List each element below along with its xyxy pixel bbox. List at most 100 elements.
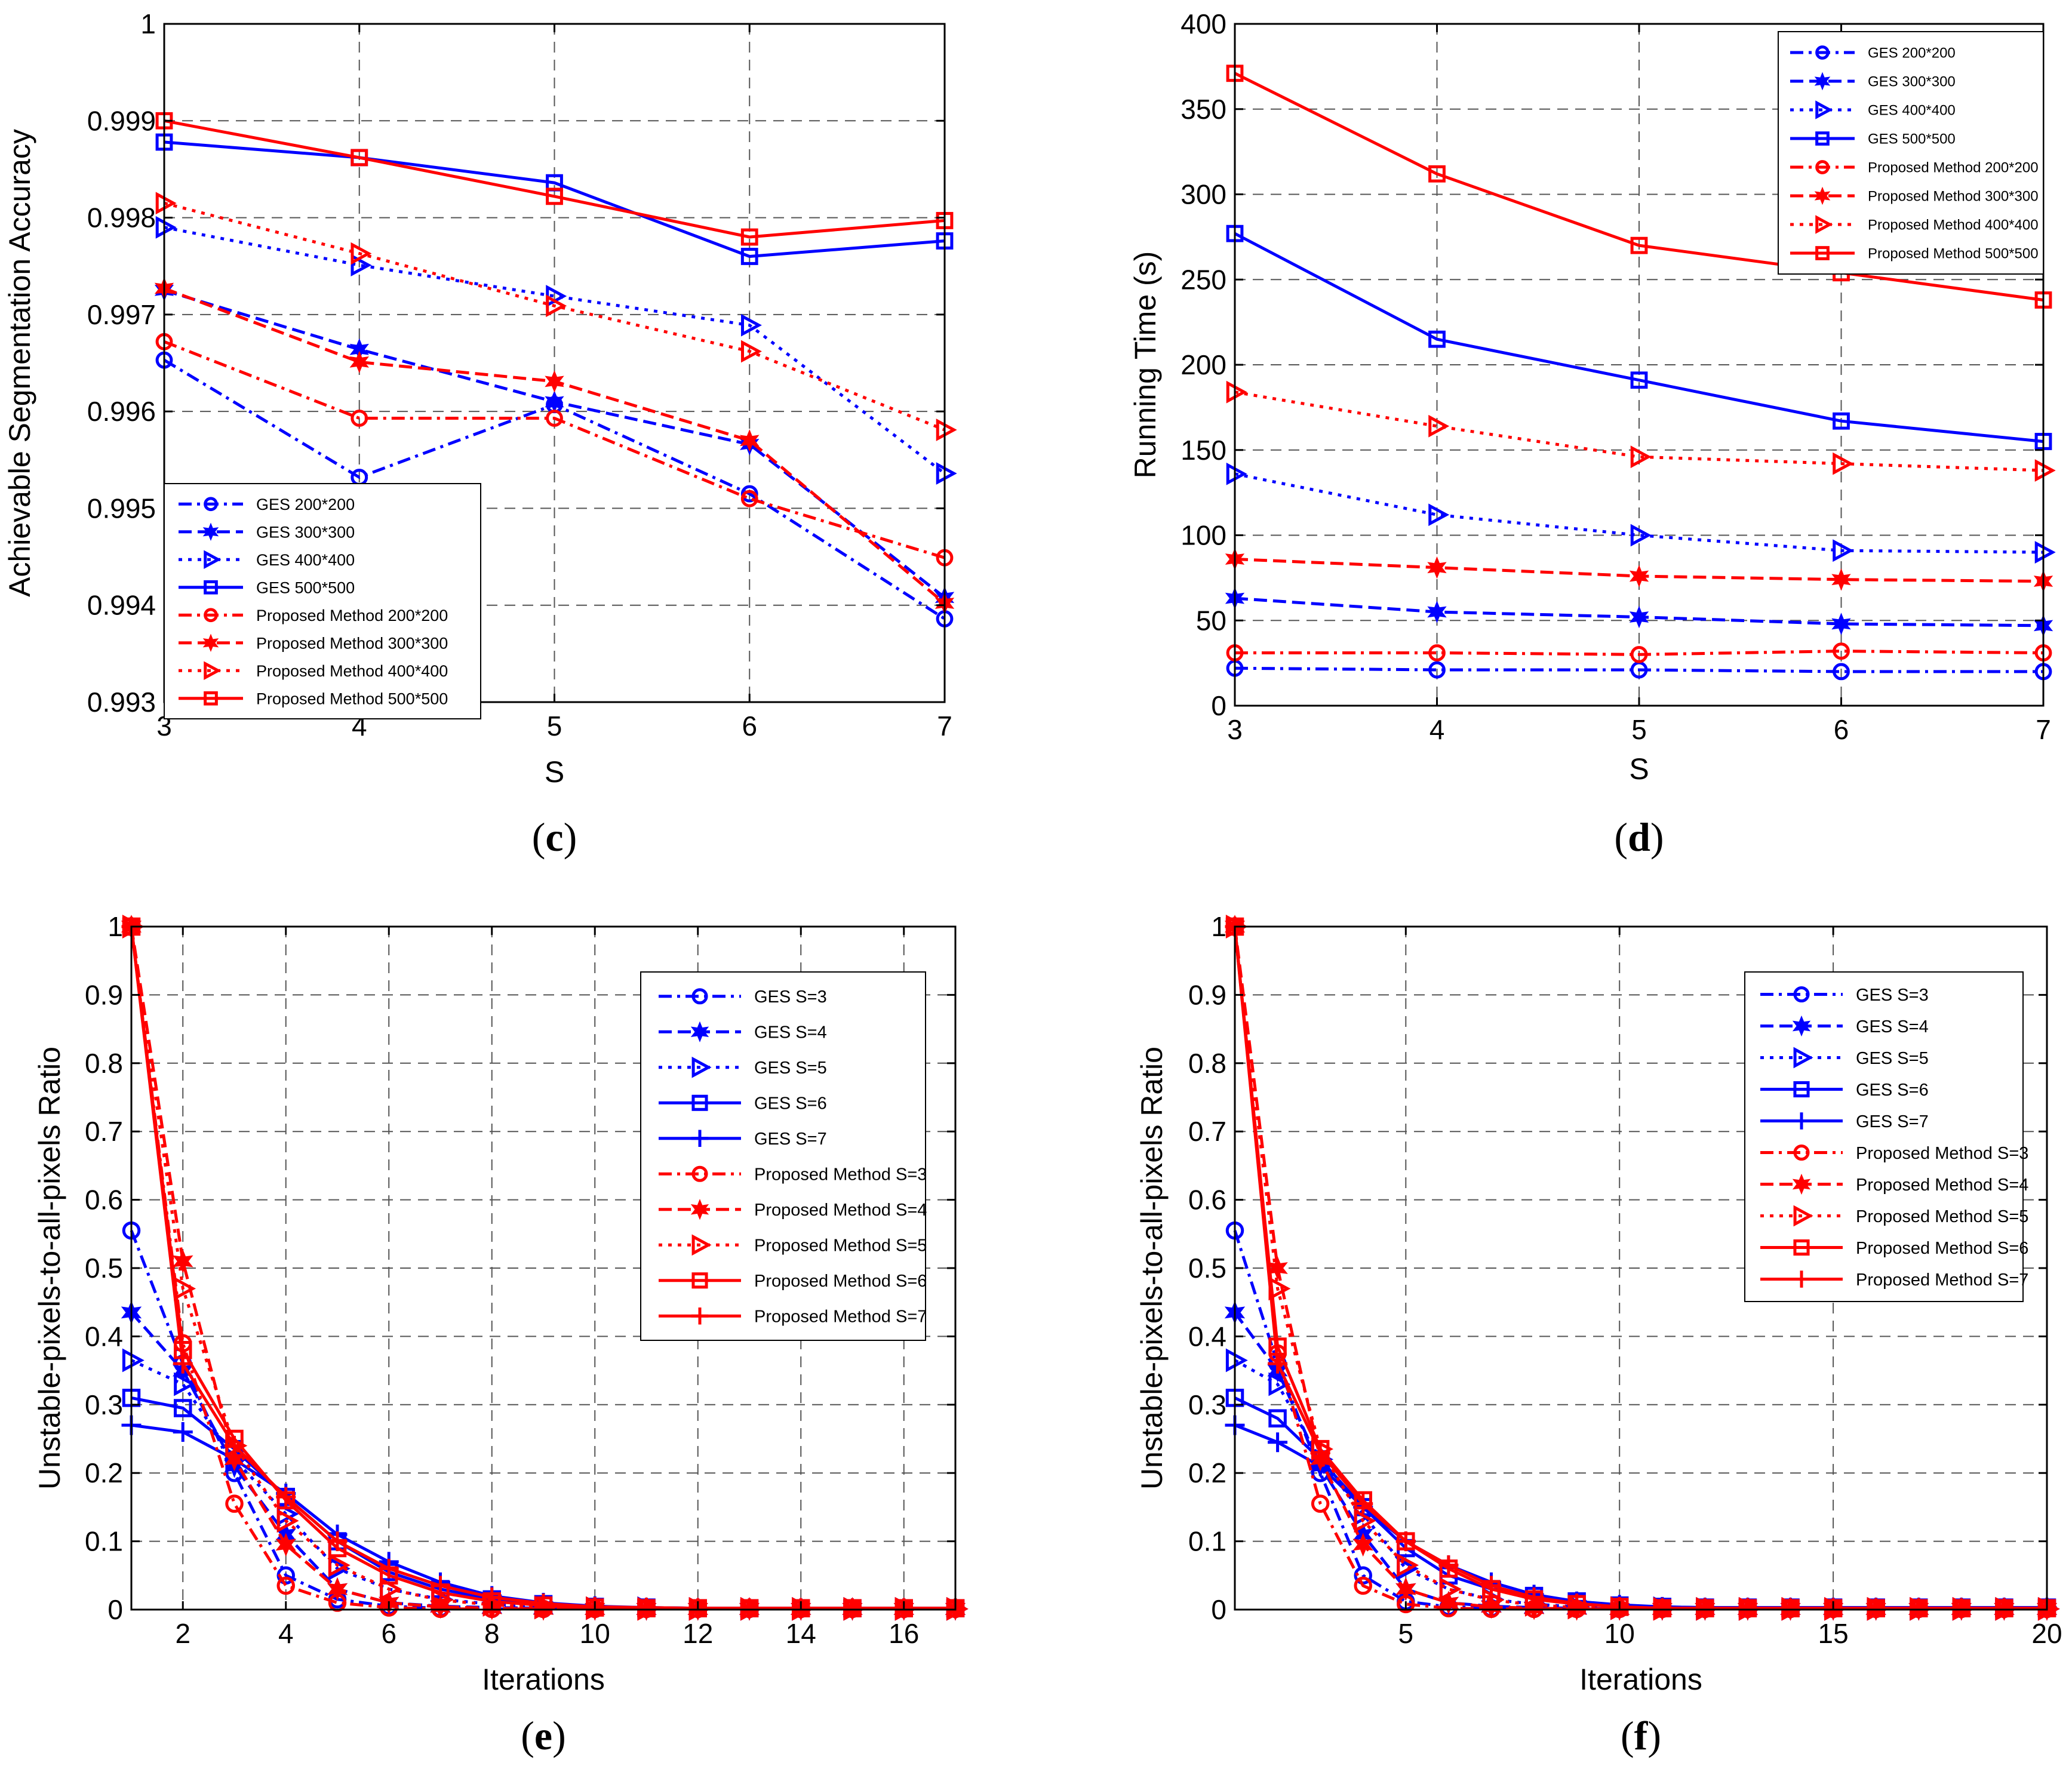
legend-label: Proposed Method S=6 [1856, 1239, 2028, 1258]
data-point [740, 340, 762, 363]
x-tick-label: 2 [175, 1618, 190, 1649]
legend-label: Proposed Method S=7 [754, 1307, 927, 1327]
x-tick-label: 5 [547, 710, 562, 742]
series-line [1234, 472, 2044, 554]
data-point [122, 1348, 145, 1373]
data-point [172, 1249, 193, 1273]
legend: GES S=3 GES S=4 GES S=5 GES S=6 GES S=7 Propo… [1744, 971, 2028, 1302]
panel-label-paren: ) [564, 814, 577, 860]
legend-label: Proposed Method S=7 [1856, 1270, 2028, 1290]
legend-label: Proposed Method 400*400 [1868, 217, 2039, 233]
x-tick-label: 12 [683, 1618, 713, 1649]
chart-panel-e: 2 4 6 8 10 12 14 16 0 0.1 0.2 0.3 0.4 0.5 0.6 0.7 0.8 0.9… [33, 911, 969, 1758]
y-tick-label: 0.996 [87, 396, 156, 427]
legend-label: Proposed Method S=4 [1856, 1176, 2028, 1195]
data-point [1310, 1442, 1330, 1463]
data-point [1354, 1509, 1376, 1533]
data-point [327, 1531, 348, 1552]
legend-marker [690, 1021, 709, 1042]
legend-marker [1793, 1205, 1813, 1227]
legend-marker [690, 1199, 709, 1220]
legend-label: GES 200*200 [1868, 45, 1956, 61]
data-point [351, 410, 368, 427]
x-tick-label: 10 [580, 1618, 610, 1649]
y-tick-label: 0.9 [85, 979, 123, 1010]
x-axis-label: S [1629, 752, 1649, 786]
data-point [740, 228, 758, 246]
legend-label: Proposed Method 500*500 [256, 690, 448, 707]
data-point [1481, 1576, 1501, 1596]
legend-marker [1815, 215, 1833, 234]
data-point [1951, 1598, 1972, 1619]
data-point [1781, 1598, 1801, 1619]
legend-marker [691, 1234, 712, 1256]
y-tick-label: 0.4 [85, 1321, 123, 1352]
data-point [1738, 1598, 1758, 1619]
legend-label: Proposed Method S=5 [754, 1236, 927, 1256]
legend-label: Proposed Method 300*300 [1868, 189, 2039, 205]
y-axis-label: Running Time (s) [1129, 251, 1162, 479]
data-point [1833, 412, 1850, 430]
data-point [1428, 165, 1446, 183]
data-point [174, 1399, 192, 1417]
y-tick-label: 0.997 [87, 299, 156, 330]
legend-label: GES 400*400 [1868, 103, 1956, 119]
data-point [1397, 1553, 1419, 1577]
y-tick-label: 0 [1211, 1594, 1226, 1625]
data-point [739, 1598, 760, 1619]
y-tick-label: 1 [107, 911, 123, 942]
panel-label-letter: d [1628, 814, 1650, 860]
legend-box [640, 971, 926, 1341]
data-point [1439, 1577, 1462, 1601]
legend-marker [204, 661, 222, 680]
y-tick-label: 0.5 [1188, 1253, 1226, 1284]
panel-label-paren: ( [532, 814, 546, 860]
data-point [936, 419, 957, 441]
legend-marker [1793, 1047, 1813, 1069]
y-tick-label: 0.995 [87, 493, 156, 524]
legend: GES 200*200 GES 300*300 GES 400*400 GES 500… [164, 483, 481, 719]
data-point [1427, 601, 1447, 623]
data-point [351, 149, 368, 167]
legend-marker [691, 1094, 708, 1111]
legend-label: GES S=4 [754, 1023, 827, 1042]
data-point [1652, 1598, 1673, 1619]
legend-label: GES S=5 [1856, 1049, 1929, 1068]
legend-marker [691, 988, 708, 1005]
data-point [936, 462, 957, 485]
data-point [1831, 568, 1851, 591]
y-tick-label: 50 [1196, 605, 1226, 636]
y-tick-label: 0.7 [85, 1116, 123, 1147]
data-point [225, 1494, 244, 1513]
legend-marker [1815, 131, 1830, 146]
data-point [225, 1435, 244, 1456]
y-tick-label: 1 [1211, 911, 1226, 942]
series-line [164, 119, 945, 239]
legend-marker [204, 497, 218, 512]
y-tick-label: 200 [1181, 349, 1226, 380]
series-ges-400-400 [1226, 462, 2056, 564]
y-tick-label: 0.1 [1188, 1526, 1226, 1557]
data-point [327, 1577, 348, 1601]
legend-label: Proposed Method S=3 [754, 1165, 927, 1185]
series-line [164, 340, 945, 559]
y-tick-label: 0.8 [85, 1048, 123, 1079]
data-point [740, 248, 758, 265]
series-line [1234, 72, 2044, 302]
data-point [1225, 1348, 1248, 1373]
data-point [2034, 541, 2056, 564]
data-point [173, 1353, 193, 1374]
y-tick-label: 0.2 [1188, 1457, 1226, 1488]
panel-label-letter: c [545, 814, 563, 860]
series-proposed-method-400-400 [155, 192, 957, 441]
data-point [1352, 1533, 1374, 1557]
legend-marker [1815, 45, 1830, 60]
legend-marker [204, 580, 218, 595]
legend-marker [1793, 1239, 1810, 1256]
data-point [276, 1509, 299, 1533]
legend-label: Proposed Method S=6 [754, 1272, 927, 1291]
data-point [1994, 1598, 2014, 1619]
data-point [1268, 1353, 1288, 1374]
legend-box [164, 483, 481, 719]
legend-marker [1815, 160, 1830, 174]
